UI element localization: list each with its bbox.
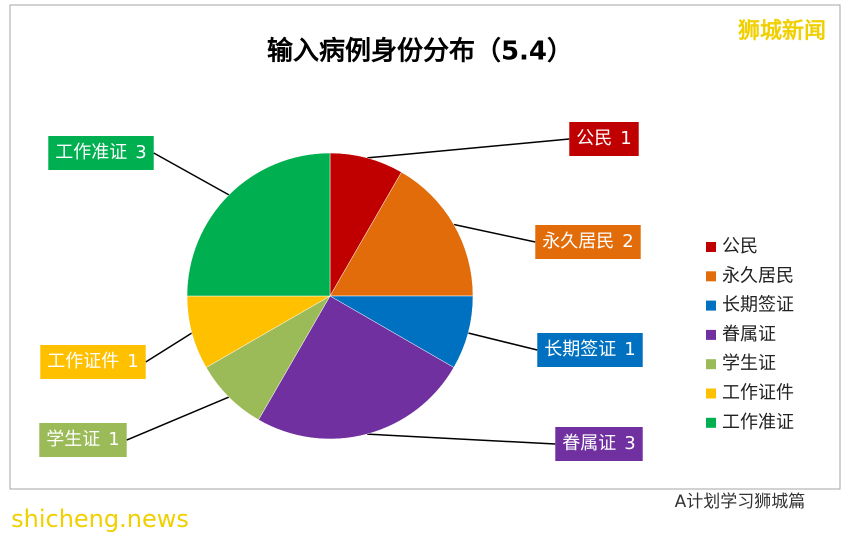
pie-slice: [186, 152, 331, 297]
legend-label: 工作准证: [722, 412, 794, 433]
label-text: 永久居民 2: [542, 231, 633, 252]
legend-label: 学生证: [722, 353, 776, 374]
leader-line: [366, 138, 570, 159]
data-label: 永久居民 2: [535, 225, 641, 259]
data-label: 公民 1: [569, 122, 639, 156]
leader-line: [453, 223, 536, 243]
leader-line: [366, 433, 556, 445]
pie-slice: [329, 171, 474, 297]
leader-line: [126, 396, 230, 441]
label-box: [39, 423, 127, 457]
label-category: 学生证: [46, 429, 100, 450]
data-label: 工作证件 1: [40, 345, 146, 379]
label-category: 公民: [576, 128, 612, 149]
legend-label: 公民: [722, 236, 758, 257]
label-text: 学生证 1: [46, 429, 119, 450]
data-label: 长期签证 1: [537, 333, 643, 367]
label-value: 3: [624, 433, 635, 454]
legend-swatch: [706, 417, 716, 428]
label-box: [48, 136, 154, 170]
pie-slice: [258, 295, 455, 440]
watermark: 狮城新闻: [738, 18, 826, 44]
label-box: [535, 225, 641, 259]
legend-label: 长期签证: [722, 295, 794, 316]
label-text: 眷属证 3: [562, 433, 635, 454]
chart-title: 输入病例身份分布（5.4）: [267, 36, 573, 67]
legend-swatch: [706, 300, 716, 311]
label-value: 2: [622, 231, 633, 252]
label-value: 1: [108, 429, 119, 450]
leader-line: [145, 332, 193, 363]
label-value: 1: [127, 351, 138, 372]
legend-swatch: [706, 329, 716, 340]
label-text: 工作准证 3: [55, 142, 146, 163]
data-label: 眷属证 3: [555, 427, 643, 461]
label-text: 工作证件 1: [47, 351, 138, 372]
label-text: 公民 1: [576, 128, 631, 149]
watermark: A计划学习狮城篇: [675, 492, 806, 512]
watermark: shicheng.news: [11, 505, 189, 533]
label-box: [40, 345, 146, 379]
label-category: 长期签证: [544, 339, 616, 360]
data-label: 学生证 1: [39, 423, 127, 457]
label-value: 1: [620, 128, 631, 149]
legend-label: 永久居民: [722, 265, 794, 286]
label-box: [569, 122, 639, 156]
leader-line: [153, 152, 230, 196]
label-box: [537, 333, 643, 367]
legend-swatch: [706, 388, 716, 399]
label-category: 眷属证: [562, 433, 616, 454]
label-category: 工作准证: [55, 142, 127, 163]
legend-label: 工作证件: [722, 383, 794, 404]
legend-label: 眷属证: [722, 324, 776, 345]
legend-swatch: [706, 271, 716, 282]
label-box: [555, 427, 643, 461]
legend-swatch: [706, 242, 716, 252]
label-category: 永久居民: [542, 231, 614, 252]
leader-line: [467, 332, 538, 351]
data-label: 工作准证 3: [48, 136, 154, 170]
label-text: 长期签证 1: [544, 339, 635, 360]
label-value: 3: [135, 142, 146, 163]
legend-swatch: [706, 359, 716, 370]
label-category: 工作证件: [47, 351, 119, 372]
label-value: 1: [624, 339, 635, 360]
